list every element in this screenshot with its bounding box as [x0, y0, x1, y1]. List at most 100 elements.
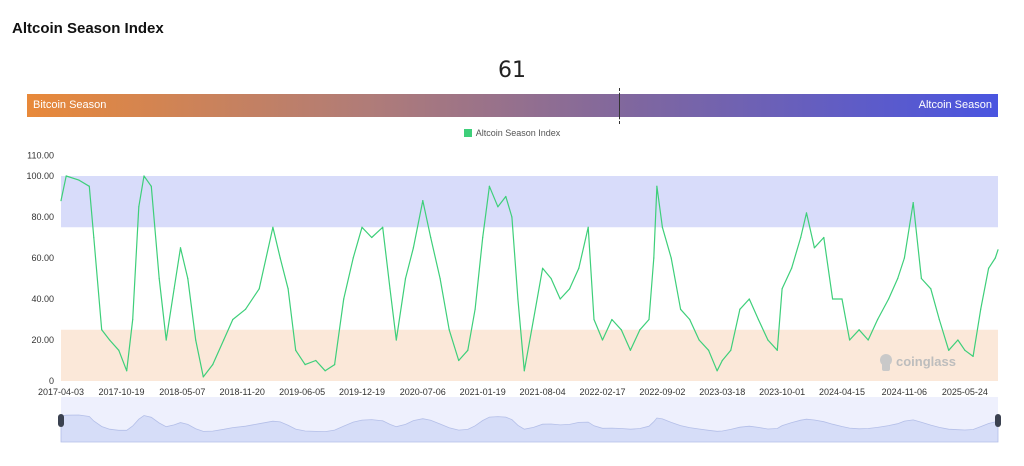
data-point — [721, 359, 723, 362]
data-point — [767, 339, 769, 341]
data-point — [739, 308, 741, 310]
data-point — [841, 298, 843, 300]
x-tick-label: 2025-05-24 — [942, 387, 988, 397]
data-point — [849, 339, 851, 341]
data-point — [661, 226, 663, 228]
y-tick-label: 40.00 — [31, 294, 54, 304]
x-tick-label: 2020-07-06 — [400, 387, 446, 397]
data-point — [781, 288, 783, 290]
coinglass-logo-icon — [882, 363, 890, 371]
data-point — [143, 175, 145, 177]
data-point — [987, 267, 990, 269]
data-point — [805, 212, 808, 214]
data-point — [587, 226, 589, 228]
data-point — [511, 216, 513, 218]
data-point — [109, 339, 111, 341]
data-point — [101, 329, 103, 331]
x-tick-label: 2021-01-19 — [460, 387, 506, 397]
y-tick-label: 60.00 — [31, 253, 54, 263]
navigator-right-handle[interactable] — [995, 414, 1001, 427]
bitcoin-season-label: Bitcoin Season — [33, 99, 107, 111]
data-point — [707, 349, 710, 351]
x-tick-label: 2024-04-15 — [819, 387, 865, 397]
data-point — [920, 277, 922, 280]
data-point — [439, 277, 441, 280]
data-point — [65, 175, 67, 177]
watermark-text: coinglass — [896, 354, 956, 369]
data-point — [352, 257, 354, 259]
data-point — [467, 349, 469, 351]
data-point — [620, 329, 622, 331]
legend-label: Altcoin Season Index — [475, 128, 561, 138]
data-point — [482, 236, 484, 239]
gauge-marker — [618, 88, 621, 124]
y-tick-label: 80.00 — [31, 212, 54, 222]
data-point — [823, 236, 825, 239]
data-point — [88, 185, 90, 187]
data-point — [126, 370, 128, 372]
navigator-series-area — [60, 414, 999, 443]
data-point — [202, 376, 204, 378]
data-point — [223, 339, 225, 341]
data-point — [757, 318, 760, 321]
x-tick-label: 2017-04-03 — [38, 387, 84, 397]
data-point — [877, 318, 879, 321]
data-point — [858, 329, 860, 331]
data-point — [304, 364, 306, 366]
data-point — [938, 318, 940, 321]
data-point — [212, 364, 214, 366]
data-point — [653, 257, 655, 259]
data-point — [994, 257, 996, 259]
data-point — [244, 308, 247, 310]
navigator-left-handle[interactable] — [58, 414, 64, 427]
x-tick-label: 2018-11-20 — [220, 387, 265, 397]
data-point — [412, 247, 414, 249]
chart-legend[interactable]: Altcoin Season Index — [0, 128, 1024, 138]
data-point — [488, 185, 490, 187]
bitcoin-season-band — [61, 329, 998, 381]
coinglass-logo-icon — [880, 354, 892, 366]
x-tick-label: 2022-09-02 — [639, 387, 685, 397]
data-point — [458, 359, 460, 362]
data-point — [361, 226, 363, 228]
y-tick-label: 0 — [49, 376, 54, 386]
data-point — [716, 370, 718, 372]
data-point — [343, 298, 345, 300]
data-point — [550, 277, 552, 280]
data-point — [179, 247, 182, 249]
data-point — [232, 318, 234, 321]
data-point — [517, 298, 519, 300]
data-point — [60, 200, 62, 202]
data-point — [258, 288, 260, 290]
data-point — [790, 267, 793, 269]
x-tick-label: 2018-05-07 — [159, 387, 205, 397]
altcoin-season-band — [61, 176, 998, 228]
data-point — [389, 288, 391, 290]
data-point — [187, 277, 189, 280]
x-tick-label: 2017-10-19 — [98, 387, 144, 397]
data-point — [629, 349, 632, 351]
data-point — [964, 349, 966, 351]
data-point — [897, 277, 899, 280]
data-point — [295, 349, 297, 351]
data-point — [679, 308, 682, 310]
data-point — [930, 288, 932, 290]
data-point — [748, 298, 750, 300]
data-point — [150, 185, 152, 187]
x-tick-label: 2024-11-06 — [882, 387, 927, 397]
data-point — [957, 339, 959, 341]
altcoin-season-label: Altcoin Season — [918, 99, 992, 111]
y-tick-label: 20.00 — [31, 335, 54, 345]
data-point — [559, 298, 561, 300]
coinglass-watermark: coinglass — [880, 354, 956, 371]
data-point — [404, 277, 407, 280]
data-point — [158, 277, 160, 280]
x-tick-label: 2023-10-01 — [759, 387, 805, 397]
x-tick-label: 2019-12-19 — [339, 387, 385, 397]
data-point — [639, 329, 641, 331]
data-point — [315, 359, 317, 362]
data-point — [912, 202, 914, 204]
data-point — [371, 236, 373, 239]
page-title: Altcoin Season Index — [12, 20, 164, 37]
data-point — [997, 249, 999, 251]
